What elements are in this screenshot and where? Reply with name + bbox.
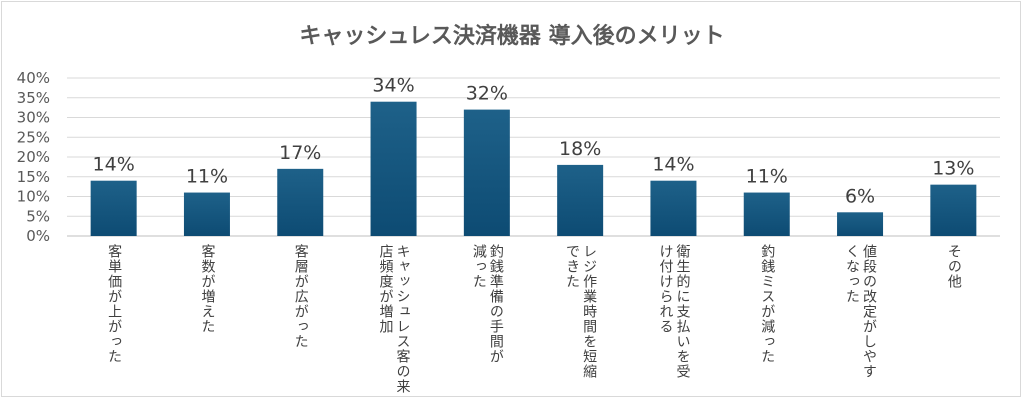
bar [277,168,324,236]
bar [557,164,604,236]
y-tick-label: 15% [17,168,50,186]
y-tick-label: 5% [26,207,50,225]
x-tick-label: レジ作業時間を短縮 できた [564,244,598,379]
bar [463,109,510,236]
bar [183,192,230,236]
data-label: 13% [932,158,974,180]
chart-title: キャッシュレス決済機器 導入後のメリット [299,24,725,49]
y-tick-label: 0% [26,227,50,245]
x-tick-label: 値段の改定がしやす くなった [844,244,878,379]
bar [837,212,884,236]
data-label: 17% [279,142,321,164]
bar [650,180,697,236]
x-tick-label: 釣銭ミスが減った [759,244,776,364]
bar [743,192,790,236]
y-tick-label: 25% [17,128,50,146]
data-label: 11% [186,166,228,188]
y-tick-label: 30% [17,109,50,127]
data-label: 14% [93,154,135,176]
data-label: 18% [559,138,601,160]
y-tick-label: 35% [17,89,50,107]
x-tick-label: 釣銭準備の手間が 減った [470,244,504,364]
bar [930,184,977,236]
x-tick-label: 客単価が上がった [106,244,123,364]
y-tick-label: 40% [17,69,50,87]
data-label: 32% [466,83,508,105]
bar [370,101,417,236]
data-label: 6% [845,185,875,207]
x-tick-label: 客層が広がった [292,244,309,349]
x-tick-label: 客数が増えた [199,244,216,334]
y-tick-label: 20% [17,148,50,166]
bar [90,180,137,236]
x-tick-label: その他 [945,244,962,289]
data-label: 34% [372,75,414,97]
data-label: 14% [652,154,694,176]
x-tick-label: 衛生的に支払いを受 け付けられる [657,244,691,379]
y-tick-label: 10% [17,188,50,206]
x-tick-label: キャッシュレス客の来 店頻度が増加 [377,244,411,394]
data-label: 11% [746,166,788,188]
